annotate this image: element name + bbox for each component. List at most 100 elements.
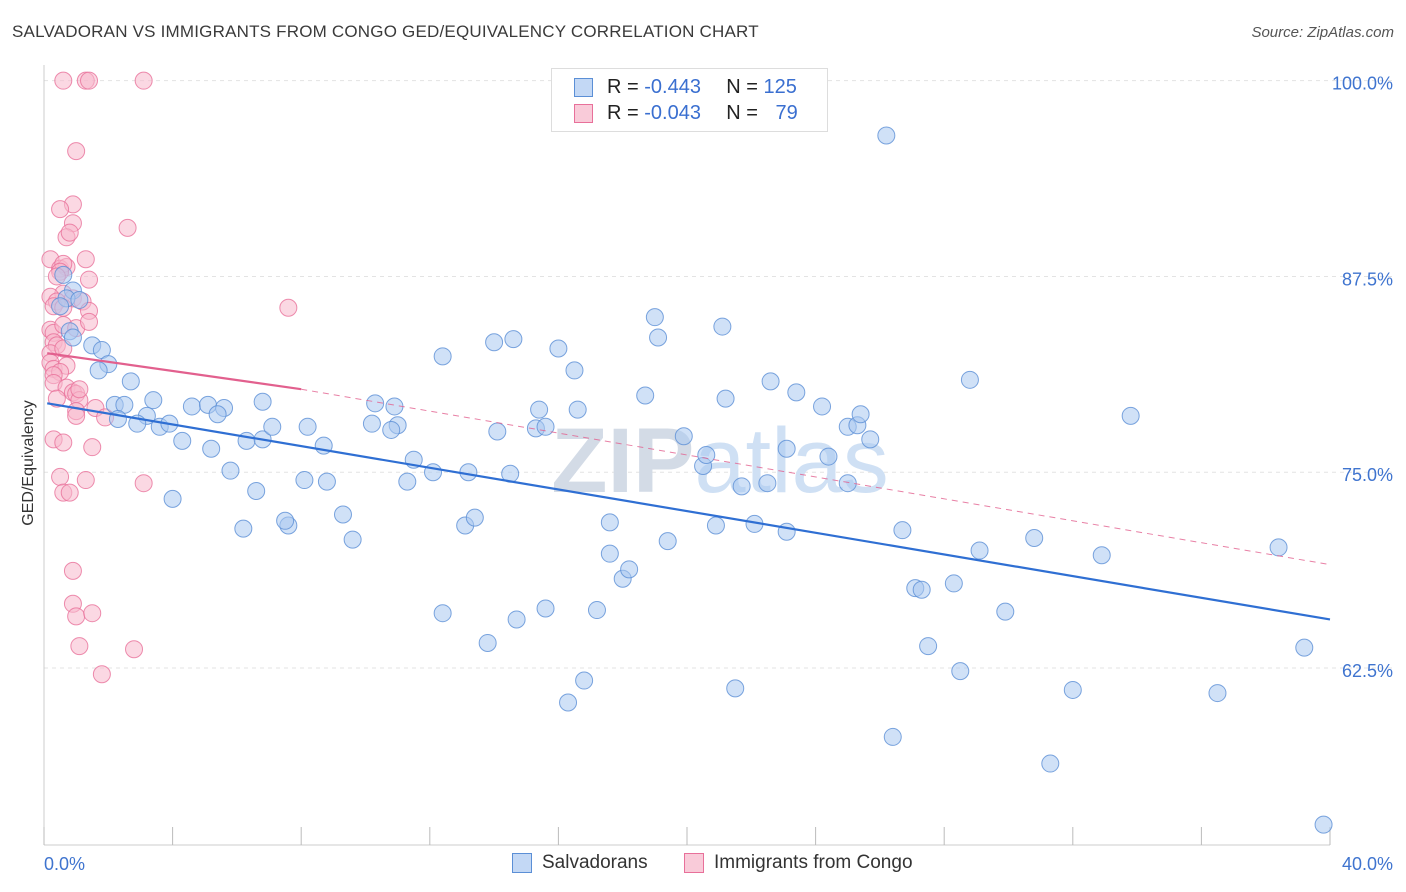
salvadoran-trend-line (47, 402, 1331, 621)
salvadoran-point (645, 308, 664, 327)
congo-point (76, 250, 95, 269)
salvadoran-point (202, 439, 221, 458)
salvadoran-point (89, 361, 108, 380)
congo-point (70, 380, 89, 399)
salvadoran-point (658, 532, 677, 551)
salvadoran-point (536, 417, 555, 436)
salvadoran-point (247, 482, 266, 501)
salvadoran-point (600, 544, 619, 563)
salvadoran-point (996, 602, 1015, 621)
salvadoran-point (587, 601, 606, 620)
congo-point (54, 433, 73, 452)
salvadoran-point (944, 574, 963, 593)
salvadoran-point (951, 662, 970, 681)
congo-point (125, 640, 144, 659)
salvadoran-point (504, 330, 523, 349)
y-axis-label: GED/Equivalency (20, 400, 37, 525)
salvadoran-point (298, 417, 317, 436)
legend-swatch-blue (574, 77, 593, 97)
y-tick-label: 100.0% (1332, 74, 1393, 94)
salvadoran-point (893, 521, 912, 540)
congo-point (118, 218, 137, 237)
legend-swatch-pink (574, 103, 593, 123)
salvadoran-point (1025, 529, 1044, 548)
salvadoran-point (787, 383, 806, 402)
legend-n-value: 79 (775, 101, 798, 124)
salvadoran-point (706, 516, 725, 535)
congo-point (70, 637, 89, 656)
salvadoran-point (63, 328, 82, 347)
salvadoran-point (465, 508, 484, 527)
salvadoran-point (620, 560, 639, 579)
congo-point (63, 561, 82, 580)
legend-n-label: N = (726, 101, 758, 124)
salvadoran-point (912, 580, 931, 599)
salvadoran-point (208, 405, 227, 424)
salvadoran-point (108, 409, 127, 428)
gridlines (44, 80, 1393, 669)
salvadoran-point (758, 474, 777, 493)
congo-point (80, 312, 99, 331)
salvadoran-point (1121, 406, 1140, 425)
salvadoran-point (726, 679, 745, 698)
salvadoran-point (182, 397, 201, 416)
salvadoran-point (649, 328, 668, 347)
salvadoran-point (565, 361, 584, 380)
legend-row-salvadorans: R = -0.443 N = 125 (574, 76, 797, 98)
salvadoran-point (674, 427, 693, 446)
source-credit: Source: ZipAtlas.com (1251, 24, 1394, 41)
congo-point (279, 298, 298, 317)
salvadoran-point (919, 637, 938, 656)
y-tick-label: 62.5% (1342, 661, 1393, 681)
salvadoran-point (568, 400, 587, 419)
congo-point (134, 474, 153, 493)
legend-row-congo: R = -0.043 N = 79 (574, 102, 798, 124)
salvadoran-point (713, 317, 732, 336)
congo-point (67, 142, 86, 161)
legend-label-salvadorans: Salvadorans (542, 852, 648, 873)
salvadoran-point (970, 541, 989, 560)
salvadoran-point (536, 599, 555, 618)
salvadoran-point (163, 489, 182, 508)
correlation-legend: R = -0.443 N = 125 R = -0.043 N = 79 (551, 68, 828, 132)
congo-point (80, 270, 99, 289)
salvadoran-point (234, 519, 253, 538)
salvadoran-point (144, 391, 163, 410)
salvadoran-point (1269, 538, 1288, 557)
salvadoran-point (398, 472, 417, 491)
legend-item-salvadorans: Salvadorans (512, 852, 648, 874)
salvadoran-point (838, 474, 857, 493)
salvadoran-point (488, 422, 507, 441)
salvadoran-point (382, 420, 401, 439)
legend-swatch-blue (512, 853, 532, 873)
series-legend: Salvadorans Immigrants from Congo (0, 852, 1406, 876)
congo-point (92, 665, 111, 684)
x-tick-label-max: 40.0% (1342, 854, 1393, 874)
legend-r-value: -0.443 (644, 75, 701, 98)
salvadoran-point (636, 386, 655, 405)
congo-point (67, 607, 86, 626)
congo-point (54, 71, 73, 90)
y-tick-label: 87.5% (1342, 269, 1393, 289)
salvadoran-point (813, 397, 832, 416)
salvadoran-point (1295, 638, 1314, 657)
salvadoran-point (600, 513, 619, 532)
salvadoran-point (861, 430, 880, 449)
chart-title: SALVADORAN VS IMMIGRANTS FROM CONGO GED/… (12, 22, 759, 41)
congo-point (51, 200, 70, 219)
salvadoran-point (732, 477, 751, 496)
salvadoran-point (1092, 546, 1111, 565)
salvadoran-point (276, 511, 295, 530)
salvadoran-point (121, 372, 140, 391)
legend-r-label: R = (607, 75, 639, 98)
salvadoran-point (1041, 754, 1060, 773)
salvadoran-point (51, 297, 70, 316)
salvadoran-point (883, 727, 902, 746)
watermark-zip: ZIP (551, 410, 694, 512)
congo-point (76, 471, 95, 490)
salvadoran-point (1063, 680, 1082, 699)
salvadoran-point (54, 265, 73, 284)
salvadoran-point (1314, 815, 1333, 834)
salvadoran-point (263, 417, 282, 436)
congo-points (41, 71, 298, 684)
